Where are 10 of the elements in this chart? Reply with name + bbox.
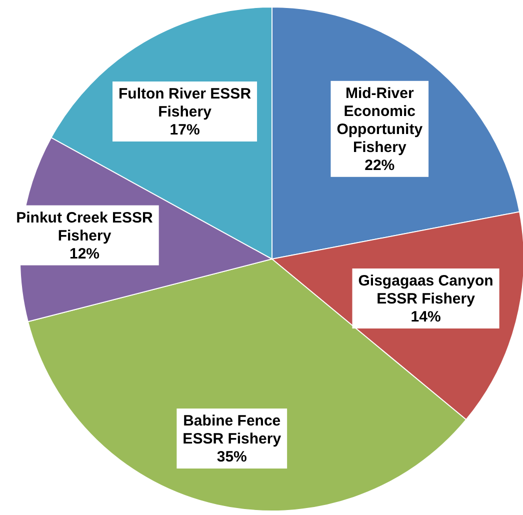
data-label: 17% — [170, 122, 200, 139]
slice-label: Gisgagaas Canyon ESSR Fishery — [358, 272, 494, 308]
data-label: 22% — [364, 156, 395, 174]
slice-label: Pinkut Creek ESSR Fishery — [16, 209, 154, 244]
slice-label: Babine Fence ESSR Fishery — [182, 412, 282, 448]
data-label: 14% — [410, 308, 441, 326]
data-label: 35% — [216, 448, 247, 466]
data-label: 12% — [69, 245, 100, 262]
slice-label: Mid-River Economic Opportunity Fishery — [336, 84, 424, 156]
slice-label: Fulton River ESSR Fishery — [118, 86, 252, 121]
